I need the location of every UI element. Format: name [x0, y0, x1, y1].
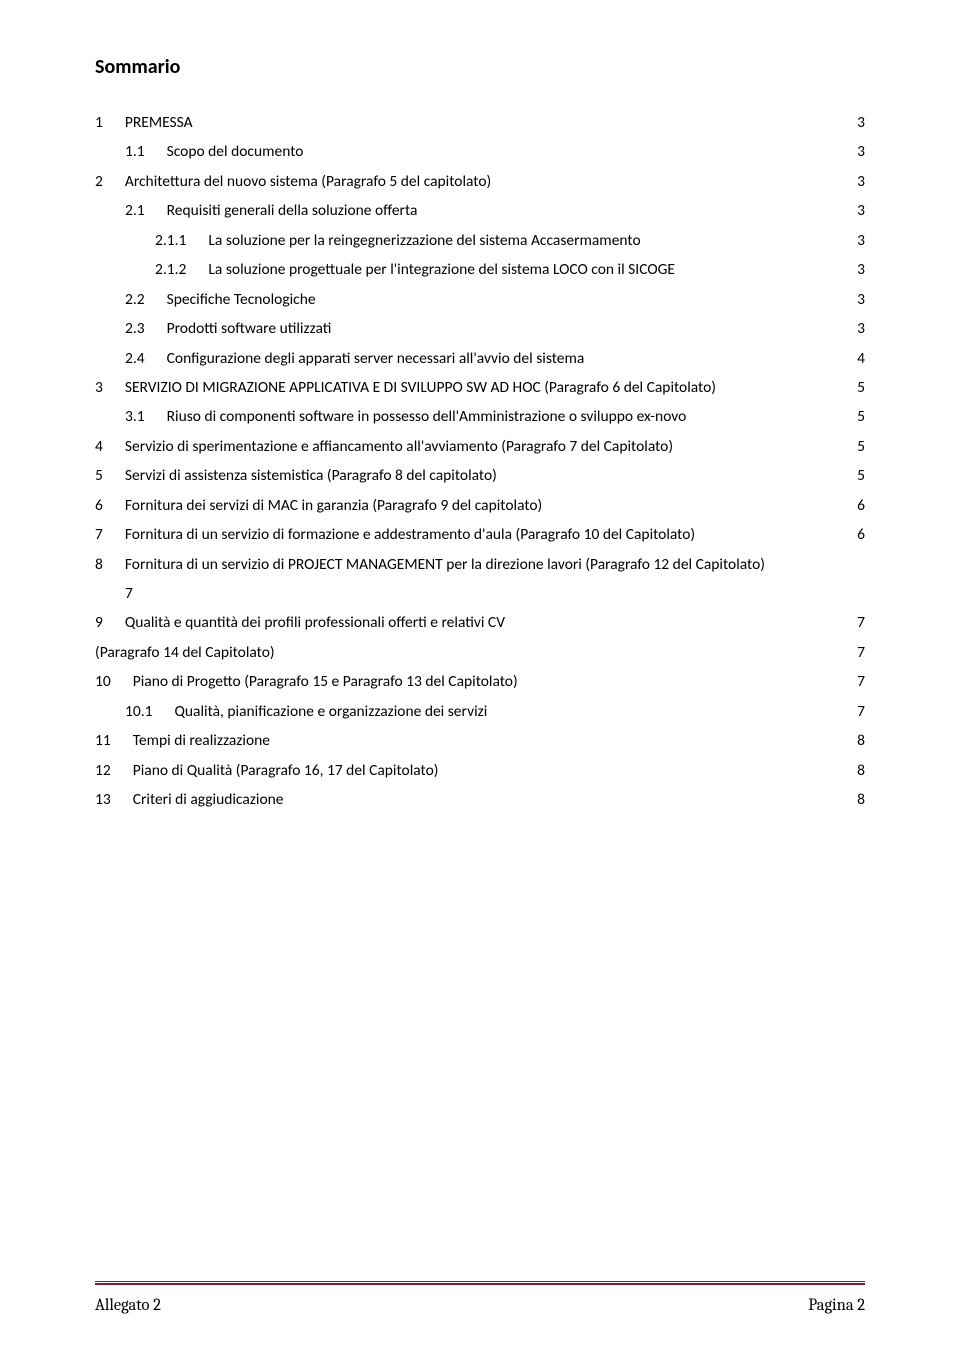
toc-number: 7	[95, 520, 103, 549]
toc-entry: 7 Fornitura di un servizio di formazione …	[95, 520, 865, 549]
toc-entry: 2.1.2 La soluzione progettuale per l'inte…	[95, 255, 865, 284]
toc-page: 3	[857, 285, 865, 314]
toc-number: 12	[95, 756, 111, 785]
toc-number: 13	[95, 785, 111, 814]
toc-entry: 11 Tempi di realizzazione 8	[95, 726, 865, 755]
footer-rule	[95, 1281, 865, 1285]
toc-number: 8	[95, 550, 103, 579]
toc-number: 2.3	[125, 314, 145, 343]
toc-number: 10.1	[125, 697, 152, 726]
toc-number: 1	[95, 108, 103, 137]
toc-label: Specifiche Tecnologiche	[167, 285, 316, 314]
toc-label: Qualità e quantità dei profili professio…	[125, 608, 505, 637]
toc-label: Servizi di assistenza sistemistica (Para…	[125, 461, 497, 490]
footer-left: Allegato 2	[95, 1290, 161, 1321]
toc-page: 8	[857, 785, 865, 814]
toc-label: Fornitura dei servizi di MAC in garanzia…	[125, 491, 542, 520]
toc-entry: (Paragrafo 14 del Capitolato) 7	[95, 638, 865, 667]
toc-number: 9	[95, 608, 103, 637]
toc-number: 3	[95, 373, 103, 402]
toc-page: 3	[857, 255, 865, 284]
toc-entry: 1 PREMESSA 3	[95, 108, 865, 137]
toc-entry: 2.3 Prodotti software utilizzati 3	[95, 314, 865, 343]
toc-entry: 13 Criteri di aggiudicazione 8	[95, 785, 865, 814]
toc-entry: 8 Fornitura di un servizio di PROJECT MAN…	[95, 550, 865, 609]
toc-entry: 2 Architettura del nuovo sistema (Paragra…	[95, 167, 865, 196]
toc-entry: 3.1 Riuso di componenti software in posse…	[95, 402, 865, 431]
toc-number: 11	[95, 726, 111, 755]
toc-entry: 10 Piano di Progetto (Paragrafo 15 e Para…	[95, 667, 865, 696]
toc-page: 7	[857, 608, 865, 637]
toc-entry: 2.4 Configurazione degli apparati server …	[95, 344, 865, 373]
toc-page: 8	[857, 756, 865, 785]
toc-label: Fornitura di un servizio di PROJECT MANA…	[125, 550, 765, 579]
page-content: Sommario 1 PREMESSA 3 1.1 Scopo del documen…	[0, 0, 960, 855]
toc-label: Architettura del nuovo sistema (Paragraf…	[125, 167, 491, 196]
toc-number: 5	[95, 461, 103, 490]
toc-label: SERVIZIO DI MIGRAZIONE APPLICATIVA E DI …	[125, 373, 716, 402]
toc-entry: 9 Qualità e quantità dei profili professi…	[95, 608, 865, 637]
toc-label: Prodotti software utilizzati	[167, 314, 332, 343]
toc-entry: 2.2 Specifiche Tecnologiche 3	[95, 285, 865, 314]
toc-label: PREMESSA	[125, 108, 193, 137]
toc-page: 3	[857, 314, 865, 343]
toc-number: 2.2	[125, 285, 145, 314]
toc-page: 3	[857, 196, 865, 225]
toc-label: Requisiti generali della soluzione offer…	[167, 196, 418, 225]
toc-number: 4	[95, 432, 103, 461]
toc-entry: 6 Fornitura dei servizi di MAC in garanzi…	[95, 491, 865, 520]
page-footer: Allegato 2 Pagina 2	[95, 1281, 865, 1321]
toc-entry: 2.1 Requisiti generali della soluzione of…	[95, 196, 865, 225]
toc-number: 10	[95, 667, 111, 696]
toc-label: Scopo del documento	[167, 137, 304, 166]
toc-page: 6	[857, 520, 865, 549]
toc-label: Configurazione degli apparati server nec…	[167, 344, 585, 373]
toc-page: 5	[857, 373, 865, 402]
toc-label: Qualità, pianificazione e organizzazione…	[174, 697, 487, 726]
toc-label: Piano di Progetto (Paragrafo 15 e Paragr…	[133, 667, 518, 696]
toc-entry: 10.1 Qualità, pianificazione e organizzaz…	[95, 697, 865, 726]
table-of-contents: 1 PREMESSA 3 1.1 Scopo del documento 3 2 Arch…	[95, 108, 865, 815]
document-title: Sommario	[95, 48, 865, 86]
toc-entry: 1.1 Scopo del documento 3	[95, 137, 865, 166]
toc-entry: 12 Piano di Qualità (Paragrafo 16, 17 del…	[95, 756, 865, 785]
toc-page: 7	[857, 638, 865, 667]
toc-page: 8	[857, 726, 865, 755]
toc-number: 6	[95, 491, 103, 520]
toc-label: Servizio di sperimentazione e affiancame…	[125, 432, 673, 461]
footer-right: Pagina 2	[808, 1290, 865, 1321]
toc-entry: 4 Servizio di sperimentazione e affiancam…	[95, 432, 865, 461]
toc-number: 1.1	[125, 137, 145, 166]
toc-page: 7	[857, 667, 865, 696]
toc-entry: 3 SERVIZIO DI MIGRAZIONE APPLICATIVA E DI…	[95, 373, 865, 402]
toc-page: 7	[125, 579, 133, 608]
toc-page: 3	[857, 226, 865, 255]
toc-number: 2.1.2	[155, 255, 186, 284]
toc-label: La soluzione progettuale per l'integrazi…	[208, 255, 675, 284]
toc-entry: 5 Servizi di assistenza sistemistica (Par…	[95, 461, 865, 490]
toc-number: 2.4	[125, 344, 145, 373]
toc-label: (Paragrafo 14 del Capitolato)	[95, 638, 275, 667]
toc-page: 7	[857, 697, 865, 726]
toc-page: 3	[857, 167, 865, 196]
toc-page: 3	[857, 137, 865, 166]
toc-label: Riuso di componenti software in possesso…	[167, 402, 687, 431]
toc-number: 2	[95, 167, 103, 196]
toc-label: Piano di Qualità (Paragrafo 16, 17 del C…	[133, 756, 439, 785]
toc-label: Criteri di aggiudicazione	[133, 785, 284, 814]
toc-page: 5	[857, 432, 865, 461]
toc-page: 5	[857, 402, 865, 431]
toc-label: La soluzione per la reingegnerizzazione …	[208, 226, 640, 255]
footer-row: Allegato 2 Pagina 2	[95, 1290, 865, 1321]
toc-page: 4	[857, 344, 865, 373]
toc-page: 3	[857, 108, 865, 137]
toc-page: 6	[857, 491, 865, 520]
toc-entry: 2.1.1 La soluzione per la reingegnerizzaz…	[95, 226, 865, 255]
toc-number: 2.1	[125, 196, 145, 225]
toc-label: Fornitura di un servizio di formazione e…	[125, 520, 695, 549]
toc-label: Tempi di realizzazione	[133, 726, 270, 755]
toc-number: 2.1.1	[155, 226, 186, 255]
toc-number: 3.1	[125, 402, 145, 431]
toc-page: 5	[857, 461, 865, 490]
